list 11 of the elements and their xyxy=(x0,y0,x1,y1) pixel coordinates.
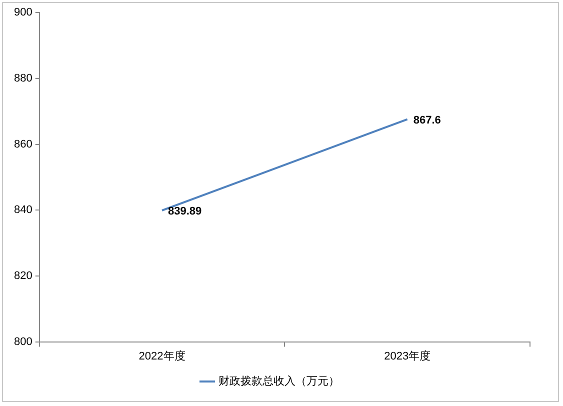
y-tick-label: 840 xyxy=(14,204,32,216)
x-tick-label: 2022年度 xyxy=(138,349,186,362)
y-tick-label: 860 xyxy=(14,138,32,150)
y-tick-label: 800 xyxy=(14,336,32,348)
x-tick-label: 2023年度 xyxy=(384,349,431,362)
data-label: 867.6 xyxy=(413,114,441,126)
y-tick-label: 900 xyxy=(14,6,32,19)
y-tick-label: 820 xyxy=(14,270,32,282)
y-tick-label: 880 xyxy=(14,72,32,84)
legend-label: 财政拨款总收入（万元） xyxy=(218,374,340,388)
data-label: 839.89 xyxy=(168,206,202,218)
